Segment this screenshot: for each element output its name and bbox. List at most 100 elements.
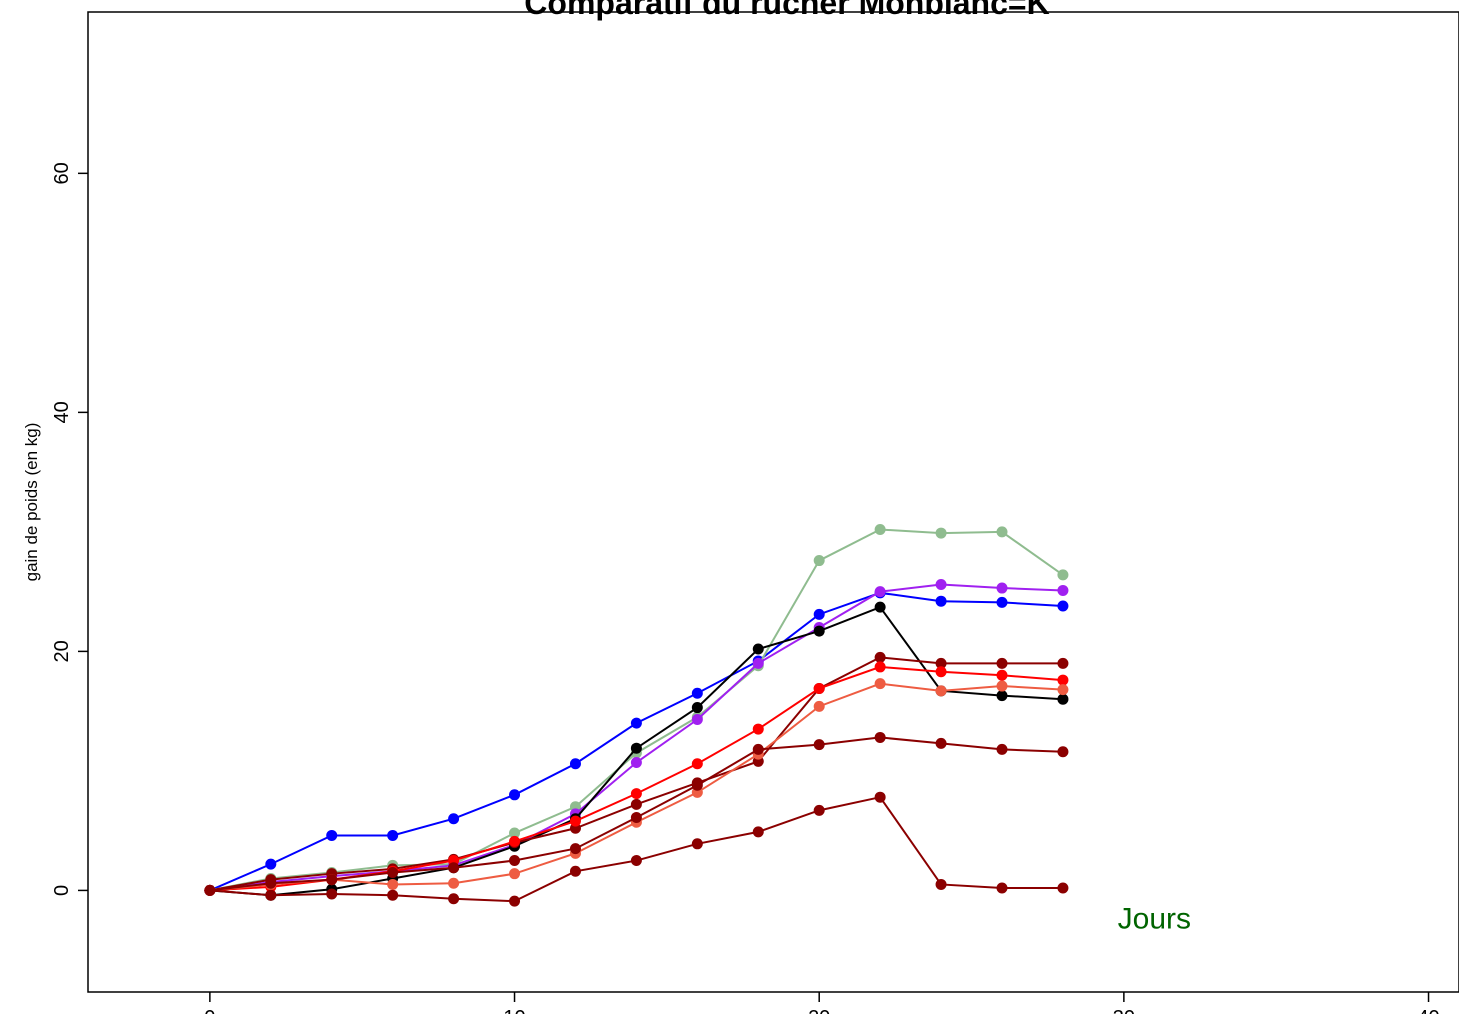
series-8-point-10 [813,804,825,816]
series-3-point-13 [996,690,1008,702]
series-4-point-13 [996,657,1008,669]
series-6-point-3 [387,878,399,890]
x-tick-label-3: 30 [1113,1007,1135,1014]
series-2-point-8 [691,714,703,726]
series-0-line [209,591,1063,892]
y-tick-label-0: 0 [51,885,73,896]
y-tick-label-3: 60 [51,162,73,184]
series-5-point-12 [935,666,947,678]
series-8-point-4 [448,893,460,905]
series-3-point-14 [1057,693,1069,705]
series-7-point-1 [265,877,277,889]
series-7-point-2 [326,874,338,886]
series-5-point-13 [996,669,1008,681]
series-0 [204,587,1069,896]
series-6-point-12 [935,685,947,697]
chart-title: Comparatif du rucher Monblanc=K [524,0,1049,21]
series-5-point-9 [752,723,764,735]
series-6-point-4 [448,877,460,889]
series-2-point-9 [752,657,764,669]
y-tick-label-1: 20 [51,640,73,662]
series-0-point-10 [813,608,825,620]
series-3-point-9 [752,643,764,655]
series-3-point-7 [630,742,642,754]
series-5-point-14 [1057,674,1069,686]
series-6-point-13 [996,680,1008,692]
series-5-point-10 [813,682,825,694]
series-7-point-6 [569,843,581,855]
series-5-point-7 [630,788,642,800]
series-4-point-7 [630,798,642,810]
x-tick-label-0: 0 [204,1007,215,1014]
series-0-point-2 [326,829,338,841]
jours-annotation: Jours [1118,903,1191,936]
series-7-point-4 [448,862,460,874]
series-8-point-0 [204,884,216,896]
series-0-point-13 [996,596,1008,608]
x-tick-label-2: 20 [808,1007,830,1014]
series-4-point-14 [1057,657,1069,669]
series-0-point-6 [569,758,581,770]
series-8-point-6 [569,865,581,877]
series-2-point-7 [630,757,642,769]
series-1-point-13 [996,526,1008,538]
series-8-point-2 [326,888,338,900]
series-6-point-5 [509,868,521,880]
series-4-point-12 [935,657,947,669]
series-8-point-11 [874,791,886,803]
series-7-point-12 [935,737,947,749]
series-7-point-11 [874,731,886,743]
series-8-point-1 [265,889,277,901]
y-axis-label: gain de poids (en kg) [22,423,41,582]
axis-layer: 0 10 20 30 40 0 20 40 60 [51,162,1440,1014]
series-5-point-5 [509,835,521,847]
series-8-point-9 [752,826,764,838]
series-0-point-4 [448,813,460,825]
plot-frame [87,11,1459,993]
series-4-point-11 [874,651,886,663]
series-2-line [209,583,1063,892]
series-7-point-8 [691,779,703,791]
series-3-point-10 [813,625,825,637]
series-1-point-12 [935,527,947,539]
series-2-point-14 [1057,584,1069,596]
series-1-point-11 [874,523,886,535]
series-7-point-3 [387,866,399,878]
series-8 [204,791,1069,907]
series-6-point-14 [1057,684,1069,696]
series-8-point-13 [996,882,1008,894]
series-2-point-12 [935,578,947,590]
series-3-point-8 [691,702,703,714]
series-8-point-14 [1057,882,1069,894]
series-7-point-7 [630,812,642,824]
series-8-point-5 [509,895,521,907]
series-7-point-9 [752,743,764,755]
y-tick-label-2: 40 [51,401,73,423]
x-tick-label-4: 40 [1417,1007,1439,1014]
series-7-point-13 [996,743,1008,755]
series-2-point-13 [996,582,1008,594]
series-5-point-11 [874,661,886,673]
series-0-point-7 [630,717,642,729]
series-8-point-3 [387,889,399,901]
series-1-point-5 [509,827,521,839]
series-1-point-10 [813,555,825,567]
series-2-point-11 [874,586,886,598]
series-8-point-8 [691,838,703,850]
series-6-point-10 [813,700,825,712]
series-0-point-12 [935,595,947,607]
series-3-point-11 [874,601,886,613]
series-5-point-6 [569,815,581,827]
series-0-point-8 [691,687,703,699]
series-7-point-5 [509,855,521,867]
series-5-point-8 [691,758,703,770]
series-layer [204,523,1069,907]
series-8-point-12 [935,878,947,890]
x-tick-label-1: 10 [503,1007,525,1014]
series-2 [204,578,1069,896]
series-0-point-1 [265,858,277,870]
series-0-point-3 [387,829,399,841]
series-0-point-5 [509,789,521,801]
series-8-point-7 [630,855,642,867]
